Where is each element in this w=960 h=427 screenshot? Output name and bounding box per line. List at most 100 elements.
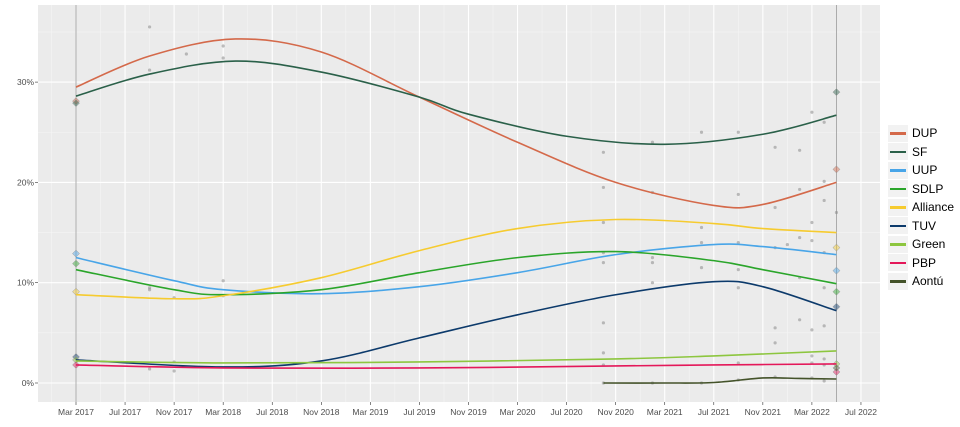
legend-label: TUV	[912, 218, 936, 233]
poll-point-sf	[601, 150, 605, 154]
legend-swatch	[890, 224, 906, 227]
legend-swatch	[890, 150, 906, 153]
poll-point-sf	[773, 145, 777, 149]
election-result-dup	[832, 165, 841, 174]
poll-point-uup	[810, 238, 814, 243]
legend-label: Green	[912, 237, 946, 252]
election-result-uup	[832, 266, 841, 275]
legend-item-sf: SF	[888, 143, 956, 162]
legend-swatch	[890, 132, 906, 135]
x-tick-label: Nov 2018	[303, 407, 340, 417]
legend-label: Alliance	[912, 200, 955, 215]
x-tick-label: Jul 2018	[256, 407, 288, 417]
election-result-sdlp	[72, 259, 80, 268]
legend-key	[888, 198, 908, 216]
y-tick-label: 30%	[17, 77, 34, 87]
y-tick-label: 10%	[17, 278, 34, 288]
legend: DUP SF UUP SDLP Alliance TUV Green PBP Aontú	[888, 124, 956, 291]
legend-item-pbp: PBP	[888, 254, 956, 273]
poll-point-sdlp	[147, 288, 152, 292]
poll-point-sdlp	[822, 286, 826, 290]
x-tick-label: Mar 2019	[352, 407, 388, 417]
legend-swatch	[890, 280, 906, 283]
election-result-alliance	[832, 243, 841, 252]
poll-point-pbp	[147, 367, 152, 371]
legend-item-sdlp: SDLP	[888, 180, 956, 199]
plot-panel	[38, 5, 880, 402]
legend-label: PBP	[912, 255, 937, 270]
legend-key	[888, 180, 908, 198]
x-tick-label: Mar 2020	[500, 407, 536, 417]
trend-line-dup	[75, 38, 837, 209]
poll-point-sf	[822, 120, 826, 124]
x-tick-label: Mar 2018	[205, 407, 241, 417]
poll-point-dup	[773, 205, 777, 210]
poll-point-sdlp	[736, 268, 740, 272]
trend-line-sdlp	[75, 250, 837, 296]
election-result-dup	[72, 97, 80, 106]
poll-point-alliance	[810, 220, 814, 225]
legend-swatch	[890, 206, 906, 209]
poll-point-tuv	[810, 328, 814, 332]
poll-point-pbp	[736, 361, 740, 365]
legend-item-dup: DUP	[888, 124, 956, 143]
election-result-pbp	[832, 368, 841, 376]
legend-label: SDLP	[912, 181, 944, 196]
x-tick-label: Jul 2022	[845, 407, 877, 417]
x-tick-label: Jul 2019	[403, 407, 435, 417]
poll-point-uup	[650, 256, 655, 260]
poll-point-alliance	[699, 225, 704, 230]
election-result-sf	[832, 88, 841, 96]
x-tick-label: Nov 2017	[156, 407, 193, 417]
poll-point-tuv	[822, 324, 826, 328]
x-tick-label: Mar 2021	[647, 407, 683, 417]
poll-point-dup	[601, 185, 605, 190]
poll-point-sf	[699, 130, 704, 134]
trend-line-pbp	[75, 363, 837, 370]
poll-point-tuv	[650, 281, 655, 285]
trend-line-alliance	[75, 218, 837, 300]
poll-point-uup	[785, 242, 789, 247]
poll-point-uup	[736, 240, 740, 245]
poll-point-dup	[736, 192, 740, 197]
legend-label: Aontú	[912, 274, 944, 289]
legend-item-green: Green	[888, 235, 956, 254]
poll-point-green	[601, 351, 605, 355]
election-result-sdlp	[832, 287, 841, 296]
poll-point-sf	[736, 130, 740, 134]
legend-item-aontu: Aontú	[888, 272, 956, 291]
poll-point-dup	[184, 52, 188, 56]
poll-point-tuv	[798, 318, 802, 322]
legend-key	[888, 143, 908, 161]
trend-line-tuv	[75, 280, 837, 368]
legend-label: DUP	[912, 126, 938, 141]
poll-point-aontu	[822, 379, 826, 383]
legend-swatch	[890, 187, 906, 190]
trend-line-green	[75, 350, 837, 364]
election-result-sf	[72, 99, 80, 108]
legend-key	[888, 254, 908, 272]
x-tick-label: Mar 2017	[58, 407, 94, 417]
legend-item-tuv: TUV	[888, 217, 956, 236]
poll-point-dup	[221, 44, 225, 48]
election-result-aontu	[832, 364, 841, 372]
legend-swatch	[890, 169, 906, 172]
poll-point-sf	[650, 140, 655, 144]
legend-swatch	[890, 243, 906, 246]
y-tick-label: 0%	[22, 378, 35, 388]
poll-point-sdlp	[699, 266, 704, 270]
poll-point-uup	[601, 261, 605, 265]
trend-line-sf	[75, 60, 837, 146]
poll-point-pbp	[172, 369, 176, 373]
legend-key	[888, 161, 908, 179]
poll-point-green	[822, 357, 826, 361]
poll-point-uup	[221, 279, 225, 283]
legend-key	[888, 217, 908, 235]
poll-point-tuv	[601, 321, 605, 325]
poll-point-tuv	[773, 326, 777, 330]
trend-line-aontu	[603, 376, 837, 384]
election-result-uup	[72, 249, 80, 258]
legend-label: UUP	[912, 163, 938, 178]
